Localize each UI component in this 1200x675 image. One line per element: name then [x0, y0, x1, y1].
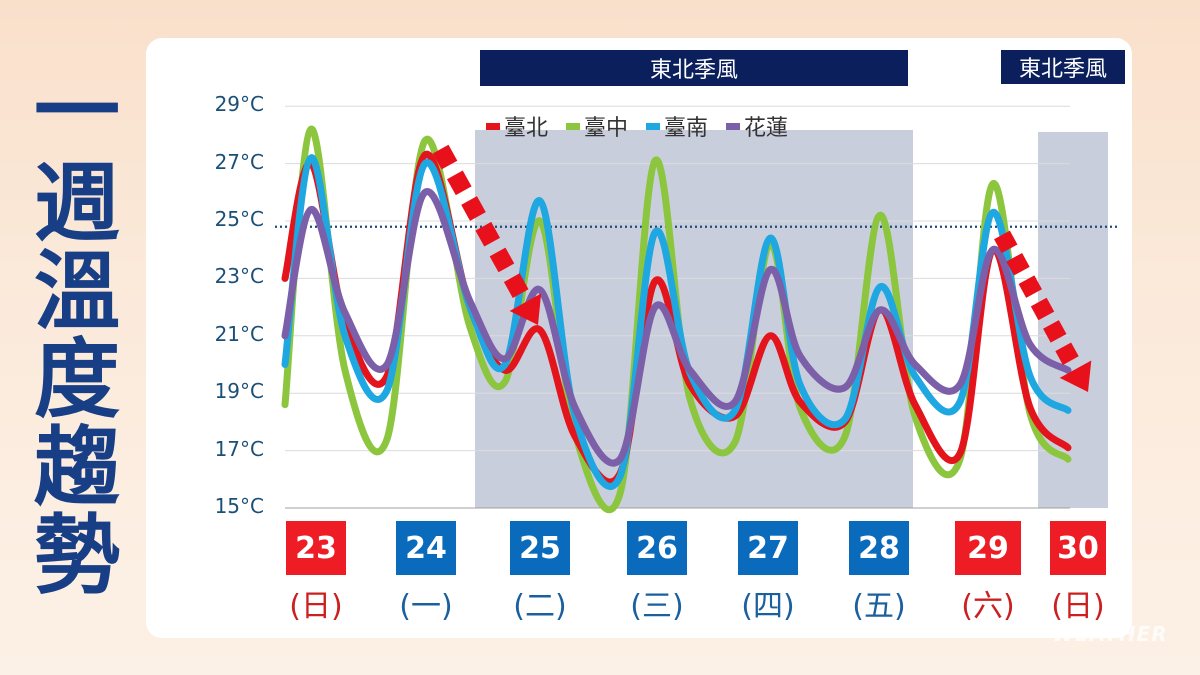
day-date-badge: 25 [510, 521, 570, 575]
day-label: 27 (四) [738, 521, 798, 625]
day-label: 23 (日) [286, 521, 346, 625]
day-weekday: (五) [852, 589, 906, 624]
legend-label: 臺中 [584, 116, 629, 141]
day-weekday: (四) [741, 589, 795, 624]
day-date-badge: 29 [955, 521, 1021, 575]
title-char: 溫 [34, 242, 120, 342]
day-weekday: (一) [399, 589, 453, 624]
day-weekday: (三) [630, 589, 684, 624]
day-date-badge: 23 [286, 521, 346, 575]
day-date-badge: 28 [849, 521, 909, 575]
legend-item: 臺南 [646, 110, 708, 142]
y-tick-label: 29°C [214, 92, 264, 117]
series-line-臺中 [281, 125, 1072, 514]
legend-label: 臺北 [504, 116, 549, 141]
legend-item: 臺中 [566, 110, 628, 142]
day-label: 26 (三) [627, 521, 687, 625]
day-weekday: (日) [289, 589, 343, 624]
day-date-badge: 26 [627, 521, 687, 575]
monsoon-banner: 東北季風 [1001, 50, 1125, 84]
day-date-badge: 30 [1050, 521, 1106, 575]
monsoon-shaded-region [475, 130, 913, 508]
day-date-badge: 27 [738, 521, 798, 575]
y-tick-label: 25°C [214, 207, 264, 231]
title-char: 勢 [34, 506, 120, 606]
day-weekday: (二) [513, 589, 567, 624]
series-line-花蓮 [281, 188, 1072, 467]
page-title: 一週溫度趨勢 [22, 68, 132, 600]
y-tick-label: 19°C [214, 379, 264, 404]
title-char: 週 [34, 154, 120, 254]
title-char: 度 [34, 330, 120, 430]
y-tick-label: 27°C [214, 149, 264, 174]
trend-arrow-icon [432, 144, 542, 325]
day-label: 24 (一) [396, 521, 456, 625]
y-tick-label: 17°C [214, 436, 264, 461]
legend-swatch-icon [646, 122, 661, 130]
trend-arrow-icon [994, 230, 1092, 392]
day-date-badge: 24 [396, 521, 456, 575]
title-char: 一 [34, 62, 120, 162]
legend-item: 花蓮 [726, 110, 788, 142]
day-label: 29 (六) [955, 521, 1021, 625]
y-tick-label: 21°C [214, 321, 264, 346]
day-label: 28 (五) [849, 521, 909, 625]
title-char: 趨 [34, 418, 120, 518]
chart-legend: 臺北 臺中 臺南 花蓮 [486, 110, 788, 142]
day-label: 25 (二) [510, 521, 570, 625]
legend-label: 臺南 [664, 116, 709, 141]
legend-swatch-icon [726, 122, 741, 130]
y-tick-label: 15°C [214, 494, 264, 518]
day-label: 30 (日) [1050, 521, 1106, 625]
legend-item: 臺北 [486, 110, 548, 142]
legend-swatch-icon [486, 122, 500, 130]
day-weekday: (六) [961, 589, 1015, 624]
day-weekday: (日) [1051, 589, 1105, 624]
monsoon-banner: 東北季風 [480, 50, 908, 86]
watermark: WEATHER [1052, 622, 1168, 646]
y-tick-label: 23°C [214, 264, 264, 289]
legend-swatch-icon [566, 122, 581, 130]
legend-label: 花蓮 [744, 116, 789, 141]
